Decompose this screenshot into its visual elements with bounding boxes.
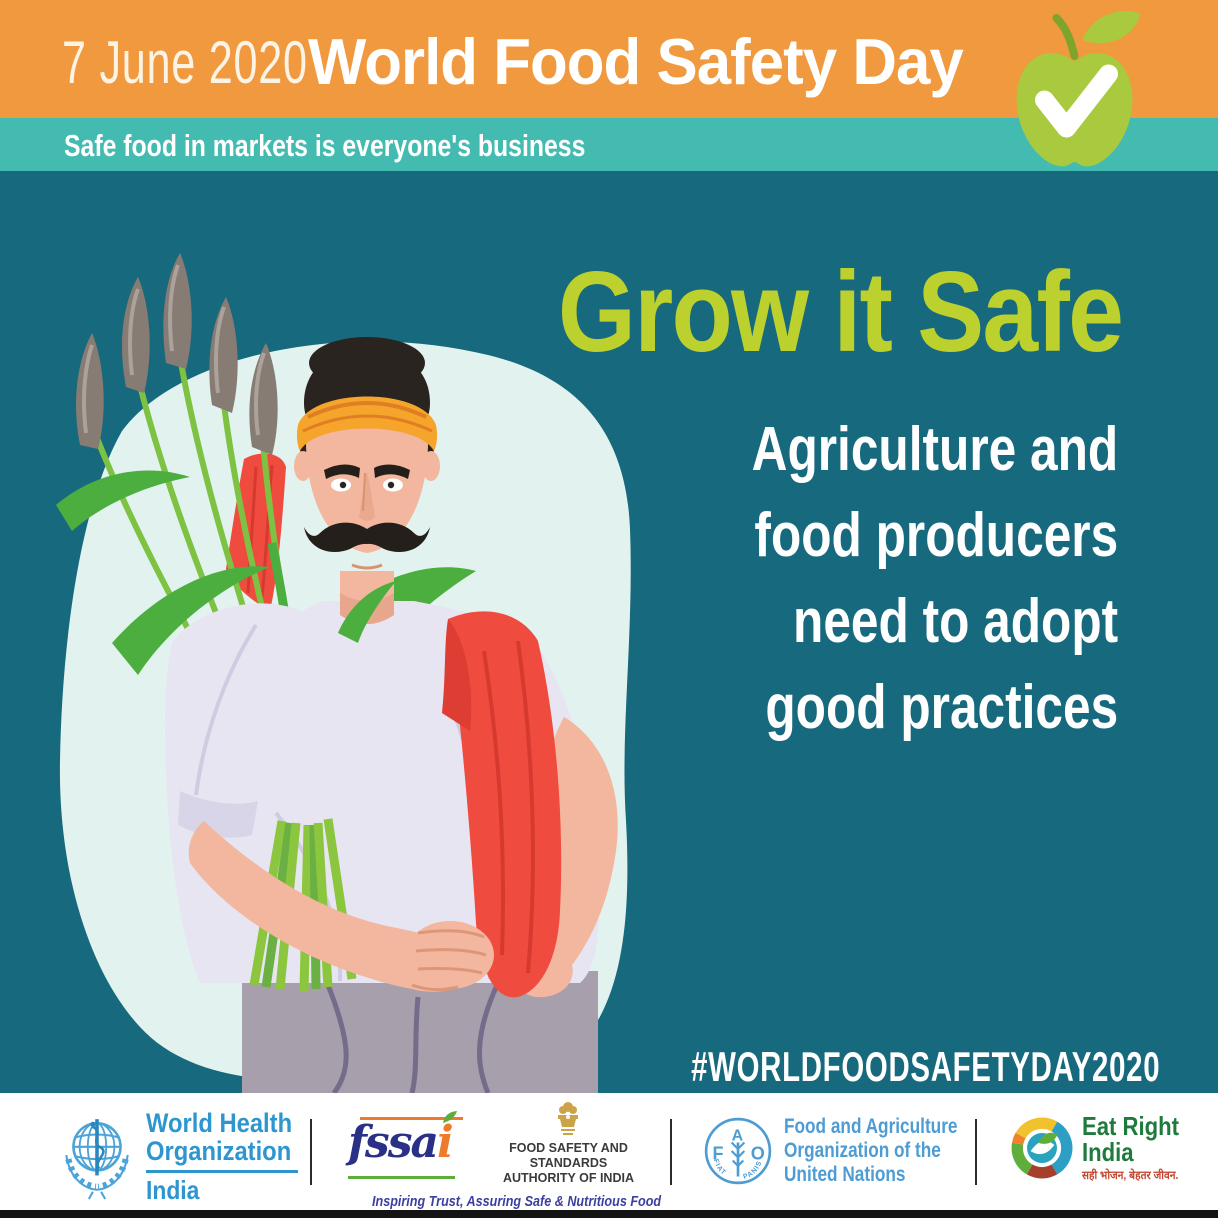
farmer-head (294, 337, 440, 570)
fao-name-line2: Organization of the (784, 1139, 941, 1162)
fssai-tagline: Inspiring Trust, Assuring Safe & Nutriti… (372, 1193, 662, 1210)
footer-divider (975, 1119, 977, 1185)
fao-emblem-icon: F A O FIAT PANIS (704, 1117, 772, 1185)
campaign-hashtag: #WORLDFOODSAFETYDAY2020 (690, 1043, 1160, 1090)
fssai-authority-line1: FOOD SAFETY AND STANDARDS (509, 1141, 628, 1170)
message-line: Agriculture and (751, 415, 1118, 484)
farmer-pants (242, 971, 598, 1093)
event-tagline: Safe food in markets is everyone's busin… (64, 128, 586, 163)
event-date: 7 June 2020 (62, 29, 308, 96)
fssai-wordmark: fssai (348, 1111, 463, 1181)
poster-heading: Grow it Safe (557, 249, 1124, 376)
eat-right-logo-icon (1011, 1117, 1073, 1179)
poster-message: Agriculture and food producers need to a… (751, 407, 1118, 751)
eat-right-hindi-tagline: सही भोजन, बेहतर जीवन. (1082, 1170, 1179, 1182)
footer-divider (670, 1119, 672, 1185)
fssai-authority-line2: AUTHORITY OF INDIA (502, 1171, 634, 1185)
who-country: India (146, 1175, 200, 1205)
fssai-orange-line (360, 1117, 463, 1120)
tagline-band: Safe food in markets is everyone's busin… (0, 118, 1218, 171)
fssai-authority-block: FOOD SAFETY AND STANDARDS AUTHORITY OF I… (479, 1101, 658, 1186)
logo-footer: World Health Organization India fssai (0, 1093, 1218, 1218)
ashoka-emblem-icon (558, 1102, 579, 1135)
fssai-logo: fssai (348, 1101, 662, 1210)
fssai-green-line (348, 1176, 455, 1179)
fao-logo: F A O FIAT PANIS Food and Agriculture Or… (704, 1115, 996, 1187)
who-name-line1: World Health (146, 1108, 293, 1138)
footer-divider (310, 1119, 312, 1185)
who-text-block: World Health Organization India (146, 1109, 312, 1203)
eat-right-name-line2: India (1082, 1137, 1134, 1167)
red-scarf (442, 611, 562, 998)
message-line: food producers (754, 501, 1118, 570)
leaf-icon (442, 1111, 457, 1123)
eat-right-india-logo: Eat Right India सही भोजन, बेहतर जीवन. (1010, 1113, 1196, 1183)
fao-letter-o: O (751, 1144, 765, 1164)
message-line: need to adopt (792, 587, 1118, 656)
who-rule (146, 1170, 298, 1173)
eat-right-text-block: Eat Right India सही भोजन, बेहतर जीवन. (1082, 1113, 1196, 1183)
event-title: World Food Safety Day (308, 25, 964, 98)
mustache (304, 522, 430, 553)
fssai-wordmark-main: fssa (348, 1117, 439, 1168)
fao-letter-f: F (713, 1144, 724, 1164)
fao-text-block: Food and Agriculture Organization of the… (784, 1115, 996, 1187)
fao-letter-a: A (732, 1127, 744, 1144)
orange-turban (296, 396, 438, 451)
main-panel: Grow it Safe Agriculture and food produc… (0, 171, 1218, 1093)
header-band: 7 June 2020 World Food Safety Day (0, 0, 1218, 118)
eat-right-name-line1: Eat Right (1082, 1111, 1179, 1141)
farmer-illustration (56, 253, 631, 1093)
message-line: good practices (765, 673, 1118, 742)
who-name-line2: Organization (146, 1136, 292, 1166)
fao-name-line3: United Nations (784, 1163, 906, 1186)
who-emblem-icon (65, 1119, 129, 1200)
apple-check-icon (1016, 11, 1141, 167)
bottom-border (0, 1210, 1218, 1218)
fssai-wordmark-i: i (436, 1117, 454, 1168)
who-logo: World Health Organization India (56, 1109, 312, 1203)
fao-name-line1: Food and Agriculture (784, 1115, 958, 1138)
